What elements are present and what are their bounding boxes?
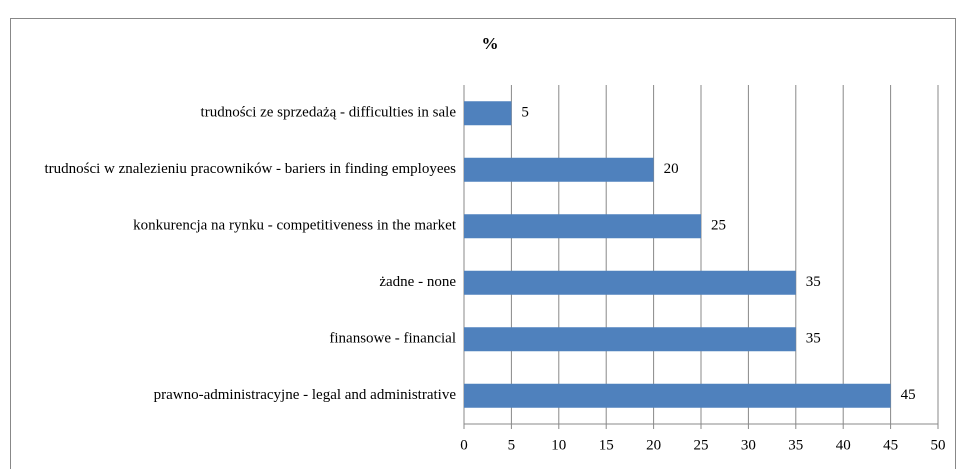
data-label: 35	[806, 331, 821, 347]
y-tick-label: trudności w znalezieniu pracowników - ba…	[44, 161, 456, 177]
x-tick-label: 5	[508, 437, 516, 453]
data-label: 25	[711, 218, 726, 234]
bar	[464, 101, 512, 126]
data-label: 5	[521, 105, 529, 121]
y-tick-label: żadne - none	[379, 274, 456, 290]
y-tick-label: konkurencja na rynku - competitiveness i…	[133, 218, 457, 234]
bar	[464, 214, 701, 239]
bar	[464, 270, 796, 295]
y-tick-label: trudności ze sprzedażą - difficulties in…	[201, 105, 457, 121]
x-tick-label: 10	[551, 437, 566, 453]
bar	[464, 383, 891, 408]
data-label: 20	[664, 161, 679, 177]
bar	[464, 327, 796, 352]
y-tick-label: prawno-administracyjne - legal and admin…	[154, 387, 457, 403]
chart-title: %	[482, 34, 499, 53]
x-tick-label: 25	[694, 437, 709, 453]
x-tick-label: 20	[646, 437, 661, 453]
y-tick-label: finansowe - financial	[329, 331, 456, 347]
x-tick-label: 40	[836, 437, 851, 453]
x-tick-label: 30	[741, 437, 756, 453]
x-tick-label: 45	[883, 437, 898, 453]
x-tick-label: 35	[788, 437, 803, 453]
data-label: 45	[901, 387, 916, 403]
data-label: 35	[806, 274, 821, 290]
bar	[464, 157, 654, 182]
x-tick-label: 0	[460, 437, 468, 453]
x-tick-label: 50	[931, 437, 946, 453]
x-tick-label: 15	[599, 437, 614, 453]
